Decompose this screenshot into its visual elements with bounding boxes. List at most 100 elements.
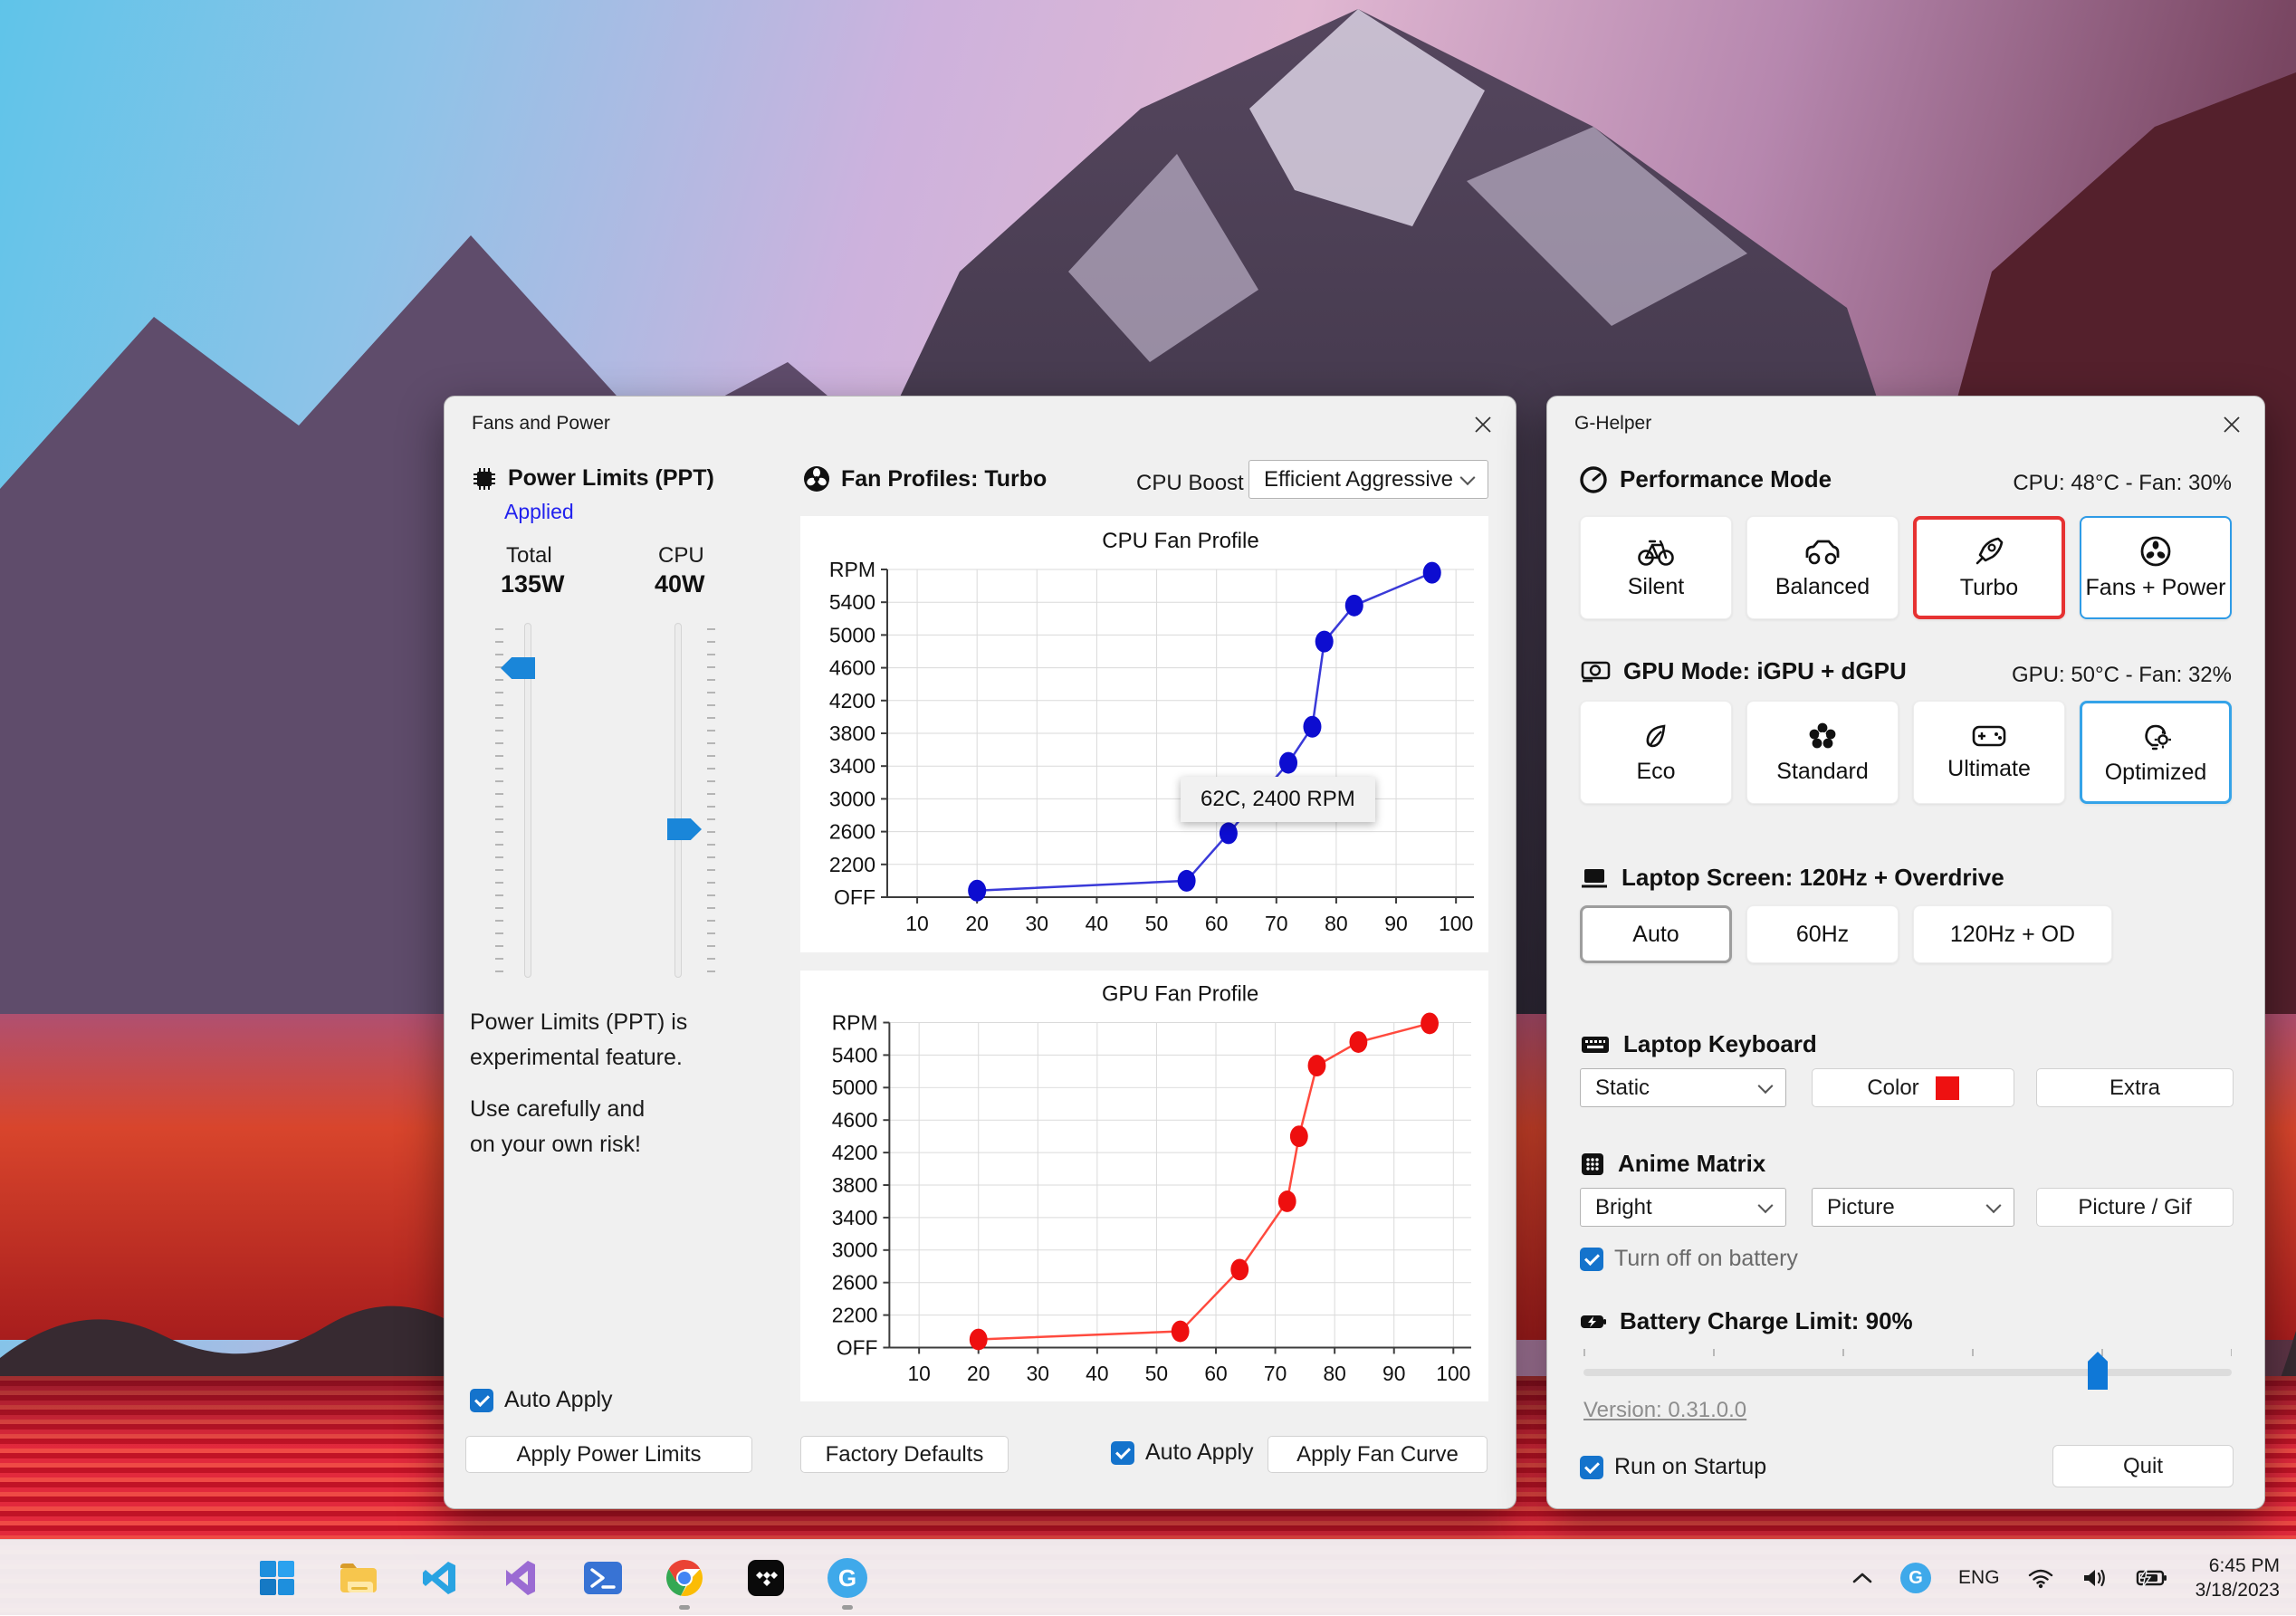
turn-off-on-battery-checkbox[interactable] bbox=[1580, 1248, 1603, 1271]
experimental-note: Power Limits (PPT) is experimental featu… bbox=[470, 1005, 687, 1076]
cpu-value: 40W bbox=[655, 570, 705, 598]
applied-status[interactable]: Applied bbox=[504, 500, 574, 524]
color-swatch bbox=[1936, 1076, 1959, 1100]
battery-charge-limit-header: Battery Charge Limit: 90% bbox=[1580, 1307, 1913, 1335]
run-on-startup-row[interactable]: Run on Startup bbox=[1580, 1454, 1766, 1480]
powershell-icon[interactable] bbox=[582, 1557, 624, 1599]
rocket-icon bbox=[1973, 535, 2005, 568]
close-icon[interactable] bbox=[1465, 409, 1501, 440]
total-value: 135W bbox=[501, 570, 565, 598]
svg-text:GPU Fan Profile: GPU Fan Profile bbox=[1102, 982, 1258, 1007]
keyboard-icon bbox=[1580, 1034, 1611, 1056]
vscode-icon[interactable] bbox=[419, 1557, 461, 1599]
screen-120hz-od-button[interactable]: 120Hz + OD bbox=[1913, 905, 2112, 963]
svg-text:20: 20 bbox=[965, 912, 989, 935]
svg-text:90: 90 bbox=[1382, 1362, 1405, 1385]
svg-text:3400: 3400 bbox=[832, 1206, 878, 1229]
svg-text:3000: 3000 bbox=[829, 787, 875, 810]
taskbar: G G ENG 6:45 PM 3/18/2023 bbox=[0, 1539, 2296, 1615]
svg-text:100: 100 bbox=[1439, 912, 1473, 935]
battery-slider-track[interactable] bbox=[1583, 1369, 2232, 1376]
cpu-label: CPU bbox=[658, 543, 704, 569]
laptop-screen-header: Laptop Screen: 120Hz + Overdrive bbox=[1580, 864, 2004, 892]
svg-text:10: 10 bbox=[905, 912, 929, 935]
svg-text:4200: 4200 bbox=[832, 1141, 878, 1164]
svg-text:CPU Fan Profile: CPU Fan Profile bbox=[1102, 529, 1258, 553]
screen-60hz-button[interactable]: 60Hz bbox=[1746, 905, 1899, 963]
svg-text:2600: 2600 bbox=[829, 820, 875, 844]
auto-apply-power-checkbox[interactable] bbox=[470, 1389, 493, 1412]
auto-apply-fan-row[interactable]: Auto Apply bbox=[1111, 1439, 1254, 1466]
tidal-icon[interactable] bbox=[745, 1557, 787, 1599]
ghelper-icon[interactable]: G bbox=[827, 1557, 868, 1599]
taskbar-clock[interactable]: 6:45 PM 3/18/2023 bbox=[2196, 1554, 2280, 1602]
cpu-slider-thumb[interactable] bbox=[667, 818, 702, 840]
gpu-card-icon bbox=[1580, 660, 1611, 684]
apply-fan-curve-button[interactable]: Apply Fan Curve bbox=[1268, 1436, 1488, 1473]
risk-note: Use carefully and on your own risk! bbox=[470, 1092, 645, 1162]
svg-text:70: 70 bbox=[1264, 1362, 1287, 1385]
cpu-boost-select[interactable]: Efficient Aggressive bbox=[1248, 460, 1488, 499]
svg-text:3800: 3800 bbox=[832, 1173, 878, 1197]
close-icon[interactable] bbox=[2214, 409, 2250, 440]
keyboard-mode-select[interactable]: Static bbox=[1580, 1068, 1786, 1107]
gpu-standard-button[interactable]: Standard bbox=[1746, 701, 1899, 804]
cpu-slider-ticks bbox=[707, 628, 715, 972]
file-explorer-icon[interactable] bbox=[338, 1557, 379, 1599]
quit-button[interactable]: Quit bbox=[2052, 1445, 2234, 1487]
gamepad-icon bbox=[1971, 723, 2007, 749]
gpu-ultimate-button[interactable]: Ultimate bbox=[1913, 701, 2065, 804]
battery-slider-thumb[interactable] bbox=[2088, 1352, 2108, 1390]
version-link[interactable]: Version: 0.31.0.0 bbox=[1583, 1398, 1746, 1423]
apply-power-limits-button[interactable]: Apply Power Limits bbox=[465, 1436, 752, 1473]
svg-text:60: 60 bbox=[1205, 912, 1229, 935]
chrome-icon[interactable] bbox=[664, 1557, 705, 1599]
svg-text:30: 30 bbox=[1026, 912, 1049, 935]
language-indicator[interactable]: ENG bbox=[1958, 1567, 2000, 1589]
gpu-optimized-button[interactable]: Optimized bbox=[2080, 701, 2232, 804]
running-indicator bbox=[842, 1605, 853, 1610]
total-label: Total bbox=[506, 543, 552, 569]
volume-icon[interactable] bbox=[2081, 1566, 2109, 1590]
chevron-up-icon[interactable] bbox=[1851, 1571, 1873, 1585]
mode-turbo-button[interactable]: Turbo bbox=[1913, 516, 2065, 619]
screen-auto-button[interactable]: Auto bbox=[1580, 905, 1732, 963]
svg-text:90: 90 bbox=[1384, 912, 1408, 935]
auto-apply-fan-checkbox[interactable] bbox=[1111, 1441, 1134, 1465]
cpu-boost-label: CPU Boost bbox=[1136, 471, 1244, 496]
matrix-running-select[interactable]: Picture bbox=[1812, 1188, 2014, 1227]
turn-off-on-battery-row[interactable]: Turn off on battery bbox=[1580, 1246, 1798, 1272]
taskbar-icons: G bbox=[256, 1540, 868, 1616]
chart-tooltip: 62C, 2400 RPM bbox=[1181, 777, 1375, 822]
keyboard-extra-button[interactable]: Extra bbox=[2036, 1068, 2234, 1107]
svg-text:4600: 4600 bbox=[829, 656, 875, 680]
svg-text:70: 70 bbox=[1265, 912, 1288, 935]
svg-text:OFF: OFF bbox=[834, 885, 875, 909]
battery-icon[interactable] bbox=[2136, 1567, 2168, 1589]
matrix-picture-gif-button[interactable]: Picture / Gif bbox=[2036, 1188, 2234, 1227]
svg-text:20: 20 bbox=[967, 1362, 990, 1385]
flower-icon bbox=[1807, 721, 1838, 751]
run-on-startup-checkbox[interactable] bbox=[1580, 1456, 1603, 1479]
mode-fans-power-button[interactable]: Fans + Power bbox=[2080, 516, 2232, 619]
bicycle-icon bbox=[1638, 536, 1674, 567]
mode-balanced-button[interactable]: Balanced bbox=[1746, 516, 1899, 619]
svg-text:60: 60 bbox=[1204, 1362, 1227, 1385]
keyboard-color-button[interactable]: Color bbox=[1812, 1068, 2014, 1107]
anime-matrix-header: Anime Matrix bbox=[1580, 1150, 1765, 1178]
mode-silent-button[interactable]: Silent bbox=[1580, 516, 1732, 619]
window-title: Fans and Power bbox=[472, 413, 610, 435]
gpu-eco-button[interactable]: Eco bbox=[1580, 701, 1732, 804]
visual-studio-icon[interactable] bbox=[501, 1557, 542, 1599]
ghelper-tray-icon[interactable]: G bbox=[1900, 1563, 1931, 1593]
wifi-icon[interactable] bbox=[2027, 1567, 2054, 1589]
total-slider-thumb[interactable] bbox=[501, 657, 535, 679]
factory-defaults-button[interactable]: Factory Defaults bbox=[800, 1436, 1009, 1473]
cpu-slider-track[interactable] bbox=[674, 623, 682, 978]
running-indicator bbox=[679, 1605, 690, 1610]
matrix-brightness-select[interactable]: Bright bbox=[1580, 1188, 1786, 1227]
auto-apply-power-row[interactable]: Auto Apply bbox=[470, 1387, 613, 1413]
start-icon[interactable] bbox=[256, 1557, 298, 1599]
